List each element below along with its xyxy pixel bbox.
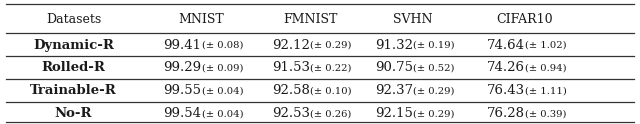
Text: (± 0.22): (± 0.22) bbox=[310, 63, 352, 72]
Text: (± 0.29): (± 0.29) bbox=[310, 41, 352, 50]
Text: 99.41: 99.41 bbox=[164, 39, 202, 52]
Text: 90.75: 90.75 bbox=[375, 61, 413, 74]
Text: 91.53: 91.53 bbox=[273, 61, 310, 74]
Text: Datasets: Datasets bbox=[46, 13, 101, 26]
Text: (± 1.11): (± 1.11) bbox=[525, 86, 566, 95]
Text: FMNIST: FMNIST bbox=[284, 13, 337, 26]
Text: 92.53: 92.53 bbox=[273, 107, 310, 120]
Text: Dynamic-R: Dynamic-R bbox=[33, 39, 114, 52]
Text: (± 0.04): (± 0.04) bbox=[202, 109, 243, 118]
Text: 92.37: 92.37 bbox=[374, 84, 413, 97]
Text: 76.43: 76.43 bbox=[486, 84, 525, 97]
Text: Trainable-R: Trainable-R bbox=[30, 84, 117, 97]
Text: (± 0.26): (± 0.26) bbox=[310, 109, 352, 118]
Text: MNIST: MNIST bbox=[179, 13, 225, 26]
Text: 99.29: 99.29 bbox=[163, 61, 202, 74]
Text: (± 1.02): (± 1.02) bbox=[525, 41, 566, 50]
Text: CIFAR10: CIFAR10 bbox=[497, 13, 553, 26]
Text: (± 0.09): (± 0.09) bbox=[202, 63, 243, 72]
Text: Rolled-R: Rolled-R bbox=[42, 61, 106, 74]
Text: 92.58: 92.58 bbox=[273, 84, 310, 97]
Text: (± 0.29): (± 0.29) bbox=[413, 86, 454, 95]
Text: (± 0.39): (± 0.39) bbox=[525, 109, 566, 118]
Text: 99.55: 99.55 bbox=[164, 84, 202, 97]
Text: (± 0.08): (± 0.08) bbox=[202, 41, 243, 50]
Text: (± 0.94): (± 0.94) bbox=[525, 63, 566, 72]
Text: (± 0.10): (± 0.10) bbox=[310, 86, 352, 95]
Text: 99.54: 99.54 bbox=[164, 107, 202, 120]
Text: SVHN: SVHN bbox=[393, 13, 433, 26]
Text: 92.12: 92.12 bbox=[273, 39, 310, 52]
Text: 92.15: 92.15 bbox=[375, 107, 413, 120]
Text: 74.64: 74.64 bbox=[487, 39, 525, 52]
Text: 74.26: 74.26 bbox=[487, 61, 525, 74]
Text: (± 0.19): (± 0.19) bbox=[413, 41, 454, 50]
Text: (± 0.04): (± 0.04) bbox=[202, 86, 243, 95]
Text: (± 0.29): (± 0.29) bbox=[413, 109, 454, 118]
Text: (± 0.52): (± 0.52) bbox=[413, 63, 454, 72]
Text: No-R: No-R bbox=[55, 107, 92, 120]
Text: 76.28: 76.28 bbox=[487, 107, 525, 120]
Text: 91.32: 91.32 bbox=[375, 39, 413, 52]
